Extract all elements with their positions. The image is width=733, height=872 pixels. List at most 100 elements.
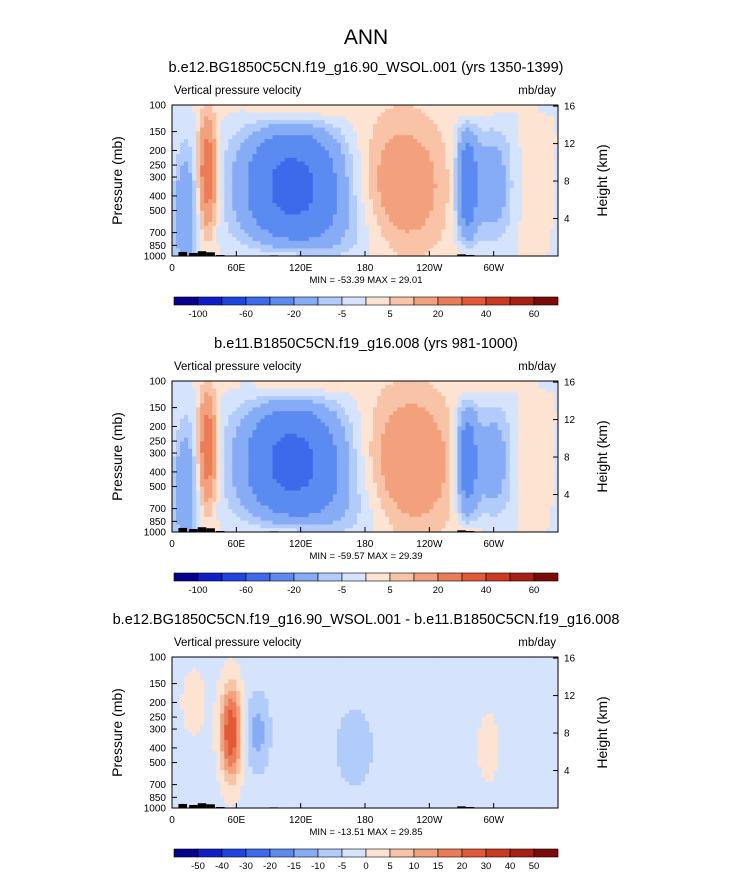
field-cell	[196, 225, 201, 231]
field-cell	[449, 229, 455, 234]
colorbar-box	[533, 296, 559, 306]
field-cell	[465, 252, 471, 257]
field-cell	[477, 154, 483, 159]
field-cell	[401, 233, 406, 238]
pressure-tick-label: 250	[149, 161, 166, 172]
field-cell	[200, 127, 205, 133]
figure-title: ANN	[344, 26, 388, 49]
field-cell	[252, 131, 258, 136]
field-cell	[336, 131, 342, 136]
terrain-block	[178, 251, 188, 256]
field-cell	[397, 146, 402, 151]
field-cell	[264, 180, 270, 185]
field-cell	[268, 146, 274, 151]
field-cell	[332, 248, 338, 253]
field-cell	[276, 388, 282, 393]
field-cell	[300, 233, 306, 238]
field-cell	[272, 229, 278, 234]
field-cell	[228, 165, 233, 170]
field-cell	[200, 418, 205, 424]
field-cell	[473, 138, 479, 144]
field-cell	[308, 206, 314, 212]
field-cell	[256, 210, 262, 216]
field-cell	[393, 112, 398, 117]
field-cell	[356, 388, 362, 393]
field-cell	[228, 195, 233, 200]
field-cell	[276, 206, 282, 212]
field-cell	[445, 203, 451, 208]
field-cell	[485, 112, 491, 117]
field-cell	[389, 206, 394, 212]
field-cell	[397, 138, 402, 144]
field-cell	[537, 233, 543, 238]
field-cell	[413, 206, 418, 212]
field-cell	[336, 105, 342, 110]
field-cell	[405, 165, 410, 170]
field-cell	[505, 218, 511, 223]
field-cell	[256, 146, 262, 151]
field-cell	[212, 237, 217, 242]
field-cell	[188, 180, 193, 185]
field-cell	[184, 150, 189, 155]
field-cell	[417, 112, 422, 117]
field-cell	[513, 384, 519, 390]
field-cell	[461, 184, 467, 189]
field-cell	[336, 169, 342, 174]
field-cell	[224, 176, 229, 182]
field-cell	[248, 195, 254, 200]
field-cell	[461, 142, 467, 148]
field-cell	[184, 414, 189, 420]
field-cell	[260, 120, 266, 125]
field-cell	[308, 210, 314, 216]
field-cell	[453, 161, 459, 167]
field-cell	[352, 252, 358, 257]
field-cell	[232, 199, 237, 204]
field-cell	[272, 222, 278, 227]
field-cell	[401, 142, 406, 148]
field-cell	[481, 210, 487, 216]
field-cell	[453, 240, 459, 246]
field-cell	[204, 120, 209, 125]
field-cell	[525, 127, 531, 133]
field-cell	[220, 233, 225, 238]
field-cell	[461, 229, 467, 234]
field-cell	[280, 135, 286, 140]
field-cell	[537, 142, 543, 148]
field-cell	[365, 225, 370, 231]
field-cell	[405, 176, 410, 182]
field-cell	[417, 252, 422, 257]
field-cell	[449, 199, 455, 204]
field-cell	[457, 161, 463, 167]
field-cell	[377, 392, 382, 397]
field-cell	[276, 108, 282, 114]
field-cell	[521, 138, 527, 144]
field-cell	[389, 161, 394, 167]
field-cell	[360, 116, 366, 121]
field-cell	[280, 199, 286, 204]
field-cell	[304, 407, 310, 412]
field-cell	[385, 222, 390, 227]
field-cell	[473, 222, 479, 227]
field-cell	[252, 222, 258, 227]
field-cell	[453, 127, 459, 133]
field-cell	[332, 172, 338, 178]
field-cell	[453, 414, 459, 420]
field-cell	[381, 180, 386, 185]
field-cell	[457, 203, 463, 208]
field-cell	[509, 244, 515, 250]
field-cell	[204, 142, 209, 148]
field-cell	[240, 418, 245, 424]
field-cell	[320, 414, 326, 420]
field-cell	[533, 180, 539, 185]
field-cell	[517, 199, 523, 204]
field-cell	[332, 411, 338, 416]
field-cell	[192, 131, 197, 136]
field-cell	[328, 222, 334, 227]
field-cell	[272, 176, 278, 182]
field-cell	[180, 131, 185, 136]
field-cell	[328, 105, 334, 110]
field-cell	[525, 112, 531, 117]
field-cell	[473, 388, 479, 393]
field-cell	[336, 154, 342, 159]
field-cell	[300, 112, 306, 117]
